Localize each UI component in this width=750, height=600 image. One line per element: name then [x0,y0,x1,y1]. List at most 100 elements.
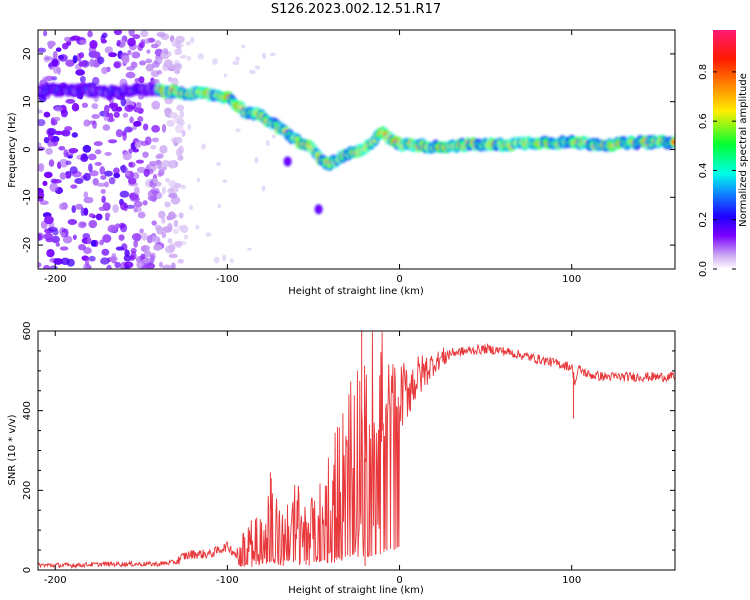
noise-blob [80,207,85,217]
snr-panel: -200 -100 0 100 0 200 400 600 Height of straigh… [7,321,676,596]
noise-blob [174,40,182,49]
x-tick-label: 0 [396,575,402,586]
noise-blob [63,149,69,158]
noise-blob [157,172,163,177]
noise-blob [120,164,127,174]
noise-blob [128,30,135,37]
colorbar-tick-label: 0.0 [698,261,709,277]
noise-blob [139,228,144,234]
noise-blob [38,163,45,172]
noise-blob [71,170,82,178]
noise-blob [173,219,179,228]
noise-blob [133,120,142,127]
secondary-blob-core [285,158,291,165]
noise-blob [120,97,127,107]
noise-blob [38,47,47,53]
noise-blob [201,143,206,150]
x-tick-label: -100 [216,274,239,285]
noise-blob [55,242,60,247]
noise-blob [76,53,82,62]
noise-blob [59,158,69,168]
noise-blob [67,218,78,225]
noise-blob [83,119,91,127]
noise-blob [55,47,62,52]
noise-blob [38,233,43,241]
noise-blob [53,258,63,265]
noise-blob [101,248,110,256]
noise-blob [38,119,46,127]
noise-blob [65,98,76,104]
noise-blob [136,166,147,174]
noise-blob [173,63,181,69]
noise-blob [113,61,121,69]
noise-blob [71,132,78,138]
noise-blob [129,116,134,124]
y-tick-label: 600 [22,321,33,340]
noise-blob [247,247,252,251]
noise-blob [125,204,135,209]
noise-blob [176,104,185,112]
noise-blob [151,220,157,226]
noise-blob [119,223,128,233]
noise-blob [177,225,185,231]
noise-blob [102,234,112,243]
noise-blob [160,160,171,168]
noise-blob [58,202,67,211]
noise-blob [46,248,55,258]
noise-blob [93,51,101,59]
noise-blob [127,104,134,110]
noise-blob [146,49,151,54]
colorbar-gradient [713,30,736,269]
noise-blob [141,232,148,241]
noise-blob [83,247,92,255]
noise-blob [43,171,53,179]
noise-blob [59,172,67,180]
noise-blob [155,159,162,165]
noise-blob [137,116,144,123]
noise-blob [142,123,149,131]
top-x-axis-label: Height of straight line (km) [288,286,424,297]
noise-blob [95,213,103,221]
noise-blob [53,116,61,122]
noise-layer [38,30,276,269]
noise-blob [150,79,159,84]
noise-blob [120,201,127,211]
noise-blob [174,48,183,56]
noise-blob [180,184,186,190]
noise-blob [54,130,63,136]
bottom-axis-ticks: -200 -100 0 100 0 200 400 600 [22,321,675,586]
noise-blob [148,160,158,167]
noise-blob [80,154,89,163]
noise-blob [140,30,149,38]
noise-blob [52,50,58,60]
noise-blob [88,219,98,229]
noise-blob [79,75,86,83]
noise-blob [119,190,130,198]
noise-blob [177,258,184,264]
noise-blob [161,186,166,195]
noise-blob [168,243,176,252]
noise-blob [101,195,106,204]
noise-blob [170,262,176,269]
noise-blob [151,137,160,143]
noise-blob [265,139,270,147]
noise-blob [150,144,157,150]
noise-blob [145,63,154,72]
noise-blob [166,119,175,127]
noise-blob [102,202,111,211]
snr-series-layer [38,331,675,570]
noise-blob [129,254,135,262]
noise-blob [170,79,180,85]
secondary-blob-core [316,206,322,213]
noise-blob [128,161,136,168]
noise-blob [134,186,140,196]
noise-blob [196,177,201,183]
noise-blob [87,30,93,38]
noise-blob [189,204,194,211]
noise-blob [178,212,184,219]
noise-blob [172,228,179,235]
colorbar-label: Normalized spectral amplitude [738,73,749,227]
noise-blob [83,263,91,269]
noise-blob [106,264,112,269]
